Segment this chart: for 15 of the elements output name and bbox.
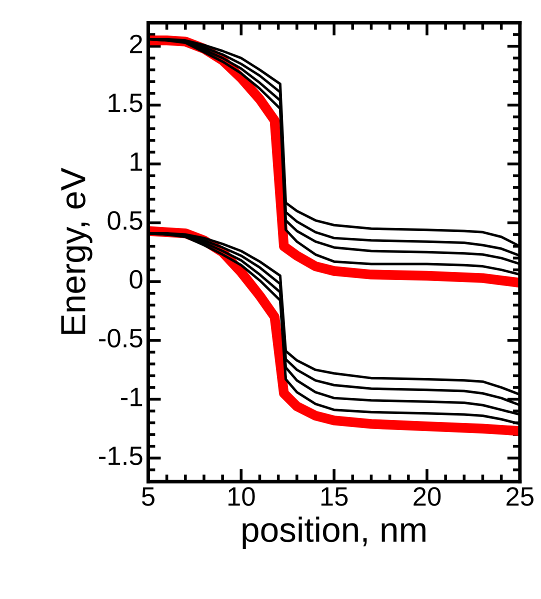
y-tick-label: -0.5: [99, 328, 142, 348]
x-axis-title: position, nm: [242, 516, 426, 549]
x-tick-label: 20: [414, 487, 441, 506]
y-tick-label: 1: [130, 152, 142, 171]
x-tick-label: 5: [142, 487, 154, 506]
y-tick-label: 1.5: [108, 94, 142, 112]
y-tick-label: -1: [121, 388, 142, 406]
y-tick-label: 0.5: [108, 211, 142, 230]
y-tick-label: -1.5: [99, 446, 142, 466]
x-tick-label: 10: [228, 487, 255, 506]
x-tick-label: 15: [321, 487, 348, 506]
y-tick-label: 0: [130, 270, 142, 289]
y-axis-title: Energy, eV: [61, 168, 92, 334]
y-tick-label: 2: [130, 34, 142, 54]
x-tick-label: 25: [506, 487, 534, 506]
